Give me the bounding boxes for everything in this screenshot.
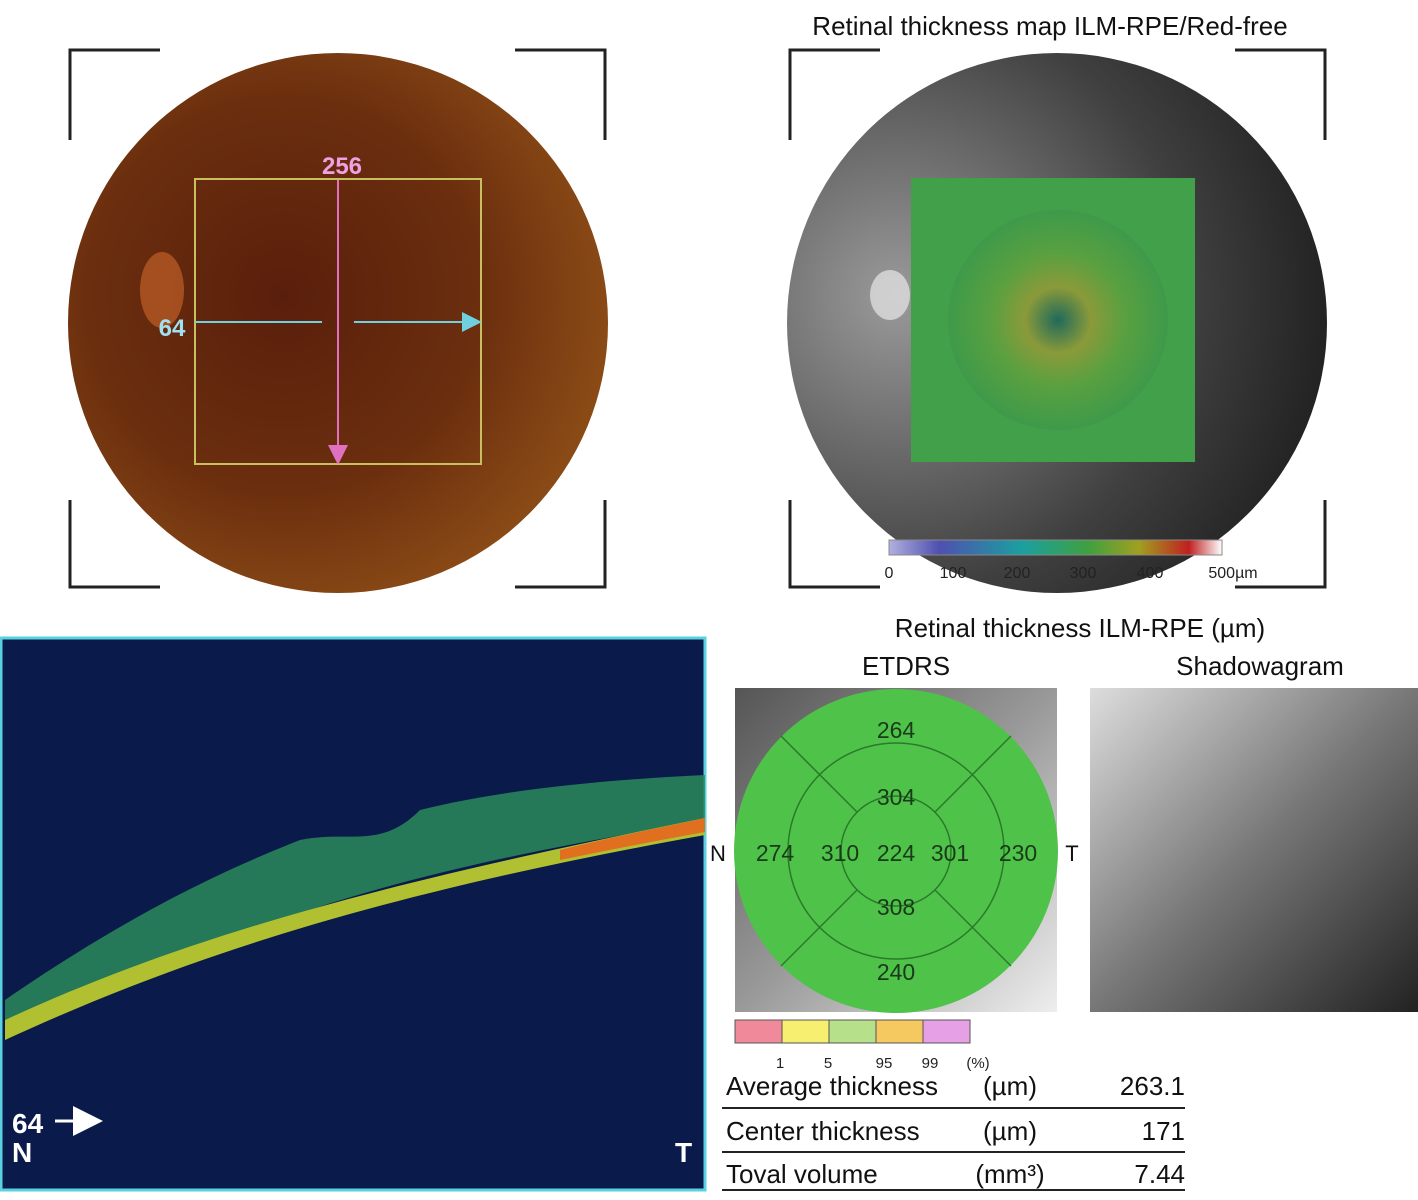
- sector-value: 224: [877, 840, 916, 866]
- row-label: Average thickness: [726, 1071, 938, 1101]
- row-unit: (µm): [983, 1071, 1037, 1101]
- legend-swatch: [828, 1019, 877, 1044]
- bscan-nasal: N: [12, 1137, 32, 1168]
- horizontal-scan-label: 64: [159, 315, 186, 342]
- legend-swatch: [734, 1019, 783, 1044]
- bscan-temporal: T: [675, 1137, 692, 1168]
- scale-label: 400: [1137, 565, 1164, 582]
- scale-label: 500µm: [1208, 565, 1257, 582]
- map-title: Retinal thickness map ILM-RPE/Red-free: [812, 11, 1287, 41]
- legend-label: 99: [922, 1055, 939, 1072]
- scale-label: 300: [1070, 565, 1097, 582]
- shadow-label: Shadowagram: [1176, 651, 1344, 681]
- sector-value: 240: [877, 959, 915, 985]
- scale-label: 200: [1004, 565, 1031, 582]
- row-unit: (mm³): [975, 1159, 1044, 1189]
- nasal-label: N: [710, 841, 726, 866]
- row-label: Toval volume: [726, 1159, 878, 1189]
- b-scan: 64 N T: [0, 636, 707, 1192]
- row-label: Center thickness: [726, 1116, 920, 1146]
- thickness-map: Retinal thickness map ILM-RPE/Red-free 0…: [787, 11, 1327, 593]
- legend-swatch: [781, 1019, 830, 1044]
- sector-value: 274: [756, 840, 795, 866]
- etdrs-label: ETDRS: [862, 651, 950, 681]
- legend-label: 5: [824, 1055, 832, 1072]
- legend-label: 1: [776, 1055, 784, 1072]
- sector-value: 308: [877, 894, 915, 920]
- sector-value: 301: [931, 840, 969, 866]
- scale-label: 0: [885, 565, 894, 582]
- legend-swatch: [875, 1019, 924, 1044]
- sector-value: 304: [877, 784, 916, 810]
- sector-value: 230: [999, 840, 1037, 866]
- row-value: 263.1: [1120, 1071, 1185, 1101]
- legend-label: (%): [966, 1055, 989, 1072]
- row-value: 7.44: [1134, 1159, 1185, 1189]
- row-value: 171: [1142, 1116, 1185, 1146]
- etdrs-panel: Retinal thickness ILM-RPE (µm) ETDRS Sha…: [710, 613, 1418, 1072]
- sector-value: 310: [821, 840, 859, 866]
- scale-label: 100: [940, 565, 967, 582]
- fundus-photo: 256 64: [68, 48, 608, 593]
- summary-table: Average thickness (µm) 263.1 Center thickne…: [722, 1071, 1185, 1191]
- legend-swatch: [922, 1019, 971, 1044]
- legend-label: 95: [876, 1055, 893, 1072]
- row-unit: (µm): [983, 1116, 1037, 1146]
- bscan-label: 64: [12, 1108, 44, 1139]
- sector-value: 264: [877, 717, 916, 743]
- temporal-label: T: [1065, 841, 1078, 866]
- vertical-scan-label: 256: [322, 153, 362, 180]
- etdrs-title: Retinal thickness ILM-RPE (µm): [895, 613, 1265, 643]
